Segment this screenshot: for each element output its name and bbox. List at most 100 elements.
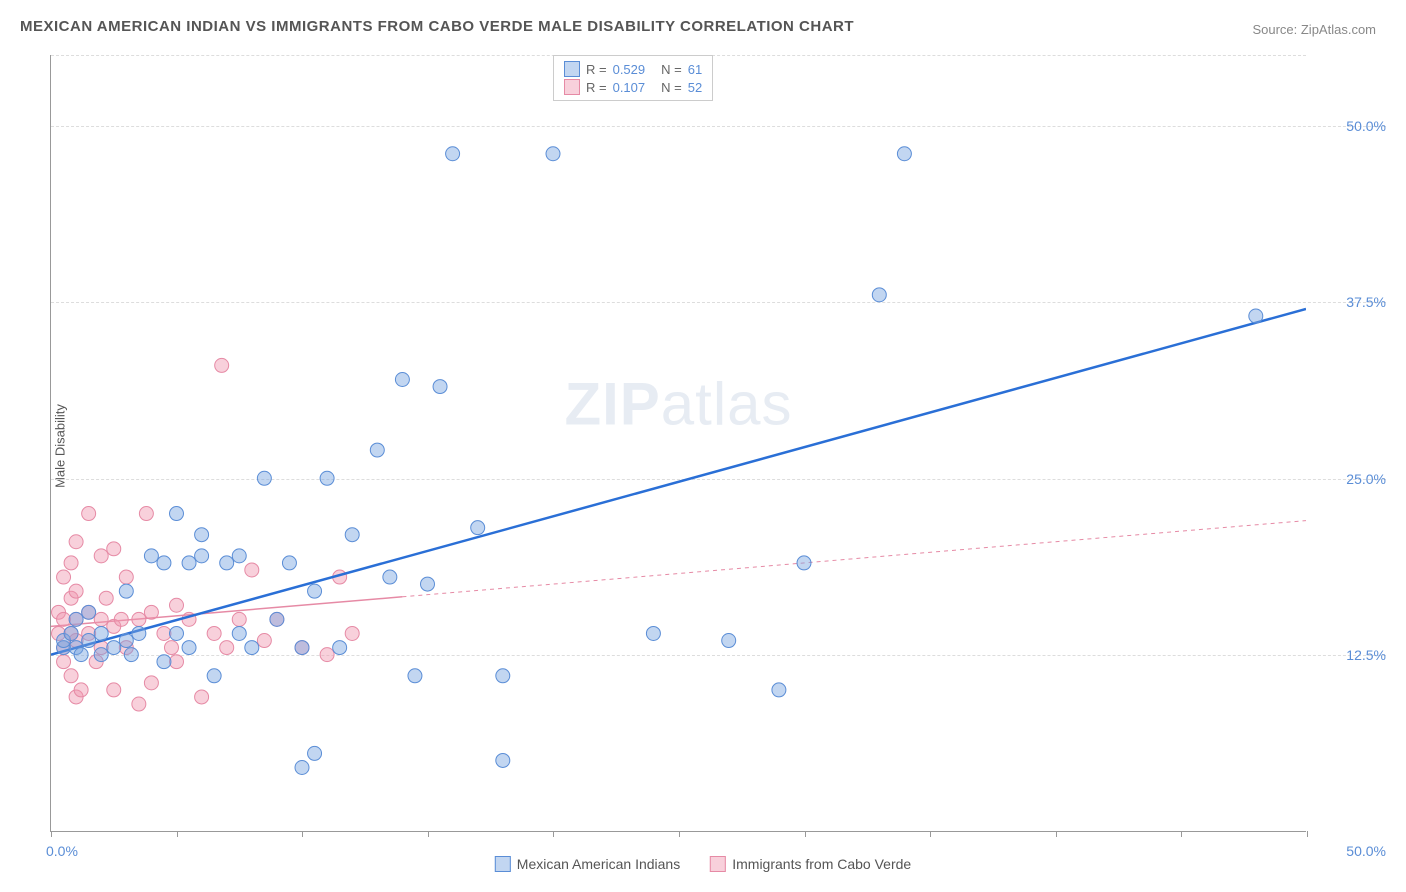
x-tick (177, 831, 178, 837)
data-point (308, 584, 322, 598)
legend-swatch (564, 61, 580, 77)
data-point (64, 556, 78, 570)
data-point (164, 641, 178, 655)
legend-swatch (710, 856, 726, 872)
legend-r-label: R = (586, 80, 607, 95)
data-point (57, 570, 71, 584)
data-point (195, 549, 209, 563)
data-point (270, 612, 284, 626)
plot-area: ZIPatlas R = 0.529 N = 61 R = 0.107 N = … (50, 55, 1306, 832)
data-point (345, 626, 359, 640)
legend-swatch (495, 856, 511, 872)
y-tick-label: 25.0% (1346, 471, 1386, 487)
data-point (132, 612, 146, 626)
data-point (195, 690, 209, 704)
data-point (69, 535, 83, 549)
legend-row: R = 0.107 N = 52 (564, 78, 702, 96)
data-point (64, 669, 78, 683)
data-point (546, 147, 560, 161)
data-point (320, 471, 334, 485)
data-point (182, 556, 196, 570)
data-point (220, 641, 234, 655)
data-point (57, 612, 71, 626)
legend-n-label: N = (661, 80, 682, 95)
y-tick-label: 12.5% (1346, 647, 1386, 663)
chart-title: MEXICAN AMERICAN INDIAN VS IMMIGRANTS FR… (20, 18, 854, 35)
x-tick (805, 831, 806, 837)
trend-line-extrapolated (402, 521, 1306, 597)
data-point (107, 542, 121, 556)
data-point (308, 746, 322, 760)
y-tick-label: 37.5% (1346, 294, 1386, 310)
data-point (119, 634, 133, 648)
legend-row: R = 0.529 N = 61 (564, 60, 702, 78)
data-point (433, 380, 447, 394)
data-point (232, 626, 246, 640)
data-point (872, 288, 886, 302)
data-point (69, 612, 83, 626)
data-point (144, 605, 158, 619)
source-label: Source: ZipAtlas.com (1252, 22, 1376, 37)
legend-n-label: N = (661, 62, 682, 77)
data-point (646, 626, 660, 640)
data-point (182, 641, 196, 655)
data-point (257, 471, 271, 485)
data-point (408, 669, 422, 683)
data-point (94, 648, 108, 662)
data-point (207, 626, 221, 640)
x-tick (51, 831, 52, 837)
data-point (195, 528, 209, 542)
data-point (139, 507, 153, 521)
data-point (383, 570, 397, 584)
legend-r-value: 0.107 (613, 80, 646, 95)
data-point (157, 556, 171, 570)
data-point (157, 626, 171, 640)
data-point (1249, 309, 1263, 323)
data-point (124, 648, 138, 662)
data-point (245, 641, 259, 655)
data-point (295, 761, 309, 775)
plot-svg (51, 55, 1306, 831)
data-point (257, 634, 271, 648)
data-point (496, 669, 510, 683)
data-point (107, 683, 121, 697)
data-point (471, 521, 485, 535)
legend-n-value: 52 (688, 80, 702, 95)
data-point (282, 556, 296, 570)
data-point (170, 626, 184, 640)
data-point (496, 753, 510, 767)
data-point (215, 358, 229, 372)
data-point (446, 147, 460, 161)
legend-r-label: R = (586, 62, 607, 77)
data-point (395, 373, 409, 387)
data-point (82, 507, 96, 521)
data-point (220, 556, 234, 570)
data-point (157, 655, 171, 669)
data-point (69, 584, 83, 598)
legend-r-value: 0.529 (613, 62, 646, 77)
chart-container: MEXICAN AMERICAN INDIAN VS IMMIGRANTS FR… (0, 0, 1406, 892)
data-point (119, 570, 133, 584)
data-point (421, 577, 435, 591)
trend-line (51, 309, 1306, 655)
data-point (99, 591, 113, 605)
data-point (232, 549, 246, 563)
data-point (144, 676, 158, 690)
data-point (57, 655, 71, 669)
x-tick (1181, 831, 1182, 837)
legend-n-value: 61 (688, 62, 702, 77)
x-tick (1307, 831, 1308, 837)
data-point (897, 147, 911, 161)
legend-series-label: Mexican American Indians (517, 856, 680, 872)
data-point (82, 634, 96, 648)
legend-correlation: R = 0.529 N = 61 R = 0.107 N = 52 (553, 55, 713, 101)
legend-series-item: Immigrants from Cabo Verde (710, 856, 911, 872)
data-point (797, 556, 811, 570)
x-tick-label-left: 0.0% (46, 843, 78, 859)
legend-swatch (564, 79, 580, 95)
x-tick (679, 831, 680, 837)
data-point (345, 528, 359, 542)
legend-series-label: Immigrants from Cabo Verde (732, 856, 911, 872)
data-point (94, 549, 108, 563)
data-point (114, 612, 128, 626)
